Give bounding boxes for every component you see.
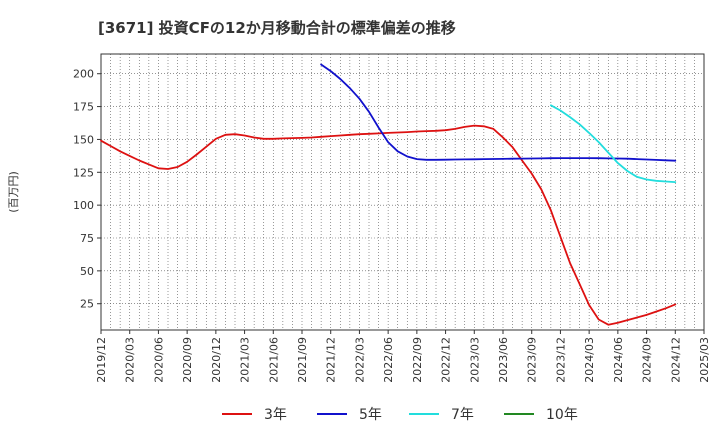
y-tick-label: 200: [73, 68, 94, 81]
x-tick-label: 2023/09: [526, 337, 539, 383]
x-tick-label: 2021/09: [296, 337, 309, 383]
x-tick-label: 2021/12: [325, 337, 338, 383]
series-line-2: [320, 63, 677, 162]
y-tick-label: 25: [80, 298, 94, 311]
x-tick-label: 2023/06: [497, 337, 510, 383]
y-tick-label: 175: [73, 101, 94, 114]
x-tick-label: 2022/06: [382, 337, 395, 383]
x-tick-label: 2024/06: [612, 337, 625, 383]
series-line-3: [550, 104, 677, 183]
x-tick-label: 2020/12: [210, 337, 223, 383]
x-tick-label: 2021/06: [267, 337, 280, 383]
legend-label-1: 3年: [264, 407, 287, 423]
y-tick-label: 75: [80, 232, 94, 245]
legend-label-3: 7年: [451, 407, 474, 423]
chart-title: [3671] 投資CFの12か月移動合計の標準偏差の推移: [98, 19, 456, 37]
x-tick-label: 2024/12: [669, 337, 682, 383]
legend-label-2: 5年: [359, 407, 382, 423]
x-tick-label: 2020/03: [124, 337, 137, 383]
x-tick-label: 2024/03: [583, 337, 596, 383]
y-axis: 25 50 75 100 125 150 175 200: [73, 68, 101, 311]
x-tick-label: 2023/03: [468, 337, 481, 383]
x-tick-label: 2021/03: [239, 337, 252, 383]
y-tick-label: 50: [80, 265, 94, 278]
plot-area: [100, 53, 705, 331]
series-lines: [100, 63, 677, 326]
x-tick-label: 2020/06: [152, 337, 165, 383]
y-tick-label: 125: [73, 166, 94, 179]
x-tick-label: 2022/09: [411, 337, 424, 383]
x-tick-label: 2024/09: [641, 337, 654, 383]
legend: 3年 5年 7年 10年: [222, 407, 578, 423]
y-tick-label: 100: [73, 199, 94, 212]
x-tick-label: 2019/12: [95, 337, 108, 383]
series-line-1: [100, 124, 677, 326]
y-tick-label: 150: [73, 133, 94, 146]
x-axis: 2019/12 2020/03 2020/06 2020/09 2020/12 2021/…: [95, 330, 711, 383]
x-tick-label: 2022/12: [440, 337, 453, 383]
x-tick-label: 2022/03: [353, 337, 366, 383]
x-tick-label: 2025/03: [698, 337, 711, 383]
legend-label-4: 10年: [546, 407, 578, 423]
grid-lines: [100, 54, 705, 330]
x-tick-label: 2023/12: [554, 337, 567, 383]
y-axis-label: (百万円): [7, 171, 20, 213]
x-tick-label: 2020/09: [181, 337, 194, 383]
